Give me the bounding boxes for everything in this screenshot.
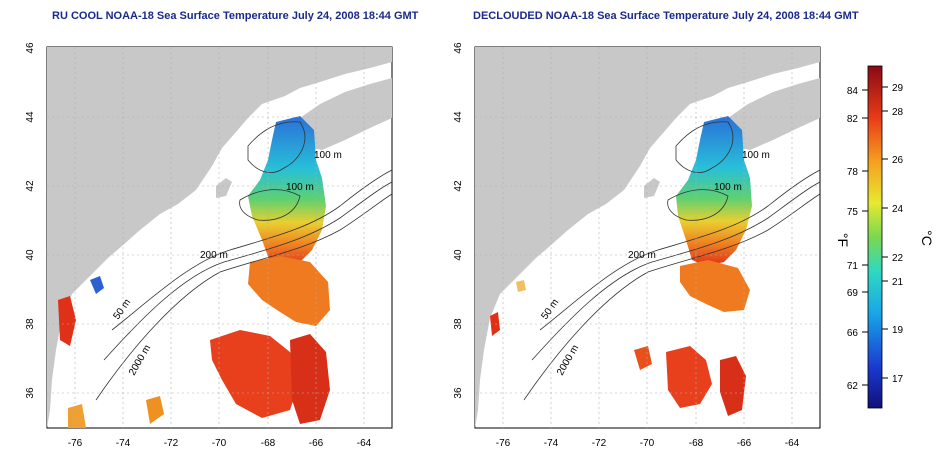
- colorbar-f-tick: 75: [847, 207, 859, 218]
- colorbar-c-tick: 21: [892, 277, 904, 288]
- right-lon-axis: -76 -74 -72 -70 -68 -66 -64: [496, 438, 800, 449]
- right-nova-scotia: [728, 78, 820, 150]
- left-contour-label-100m-a: 100 m: [314, 150, 342, 161]
- colorbar-c-tick: 22: [892, 253, 904, 264]
- left-cape-cod: [216, 178, 232, 198]
- colorbar-celsius-label: °C: [919, 230, 935, 246]
- colorbar-f-tick: 82: [847, 114, 859, 125]
- left-lon-tick: -70: [212, 438, 227, 449]
- right-lat-axis: 46 44 42 40 38 36: [453, 42, 464, 399]
- left-sst-coastal: [58, 296, 76, 346]
- colorbar-f-tick: 62: [847, 381, 859, 392]
- colorbar-fahrenheit-ticks: 84 82 78 75 71 69 66 62: [847, 86, 868, 392]
- colorbar-c-tick: 26: [892, 155, 904, 166]
- right-contour-label-100m-b: 100 m: [714, 182, 742, 193]
- right-lon-tick: -64: [785, 438, 800, 449]
- left-contour-label-100m-b: 100 m: [286, 182, 314, 193]
- left-sst-gulf-of-maine: [248, 116, 326, 268]
- colorbar: 84 82 78 75 71 69 66 62 29 28 26 24: [835, 65, 935, 409]
- right-sst-small: [634, 346, 652, 370]
- right-bathymetry-contours: [523, 121, 820, 401]
- right-map-panel: 100 m 100 m 200 m 50 m 2000 m -76 -74 -7…: [453, 42, 821, 449]
- left-lat-tick: 38: [25, 318, 36, 330]
- left-lat-tick: 44: [25, 111, 36, 123]
- right-contour-label-200m: 200 m: [628, 250, 656, 261]
- left-lat-axis: 46 44 42 40 38 36: [25, 42, 36, 399]
- right-land-mass: [475, 47, 820, 428]
- right-lon-tick: -70: [640, 438, 655, 449]
- right-contour-label-100m-a: 100 m: [742, 150, 770, 161]
- left-lon-tick: -68: [261, 438, 276, 449]
- left-sst-bottom-left: [68, 404, 86, 428]
- right-lat-tick: 44: [453, 111, 464, 123]
- right-lon-tick: -68: [689, 438, 704, 449]
- right-lat-tick: 38: [453, 318, 464, 330]
- colorbar-c-tick: 29: [892, 83, 904, 94]
- left-bathymetry-contours: [95, 121, 392, 401]
- left-lon-tick: -72: [164, 438, 179, 449]
- left-panel-title: RU COOL NOAA-18 Sea Surface Temperature …: [52, 10, 419, 22]
- left-lat-tick: 36: [25, 387, 36, 399]
- right-cape-cod: [644, 178, 660, 198]
- right-lon-tick: -72: [592, 438, 607, 449]
- left-sst-south-2: [290, 334, 330, 424]
- colorbar-c-tick: 24: [892, 204, 904, 215]
- right-lat-tick: 46: [453, 42, 464, 54]
- right-lat-tick: 36: [453, 387, 464, 399]
- left-nova-scotia: [300, 78, 392, 150]
- colorbar-fahrenheit-label: °F: [835, 233, 851, 247]
- left-lat-tick: 42: [25, 180, 36, 192]
- right-panel-title: DECLOUDED NOAA-18 Sea Surface Temperatur…: [473, 10, 859, 22]
- left-lon-tick: -74: [116, 438, 131, 449]
- right-gridlines: [475, 47, 820, 428]
- left-contour-label-200m: 200 m: [200, 250, 228, 261]
- left-sst-south-1: [210, 330, 300, 418]
- colorbar-f-tick: 66: [847, 328, 859, 339]
- left-sst-chesapeake: [90, 276, 104, 294]
- left-lon-tick: -76: [68, 438, 83, 449]
- left-lon-tick: -64: [357, 438, 372, 449]
- colorbar-f-tick: 84: [847, 86, 859, 97]
- left-lat-tick: 46: [25, 42, 36, 54]
- colorbar-f-tick: 78: [847, 167, 859, 178]
- left-land-mass: [47, 47, 392, 428]
- left-sst-small: [146, 396, 164, 424]
- left-gridlines: [47, 47, 392, 428]
- colorbar-gradient: [867, 65, 883, 409]
- left-lon-axis: -76 -74 -72 -70 -68 -66 -64: [68, 438, 372, 449]
- right-lon-tick: -66: [737, 438, 752, 449]
- left-sst-warm-band: [248, 256, 330, 326]
- right-sst-chesapeake: [516, 280, 526, 292]
- left-lon-tick: -66: [309, 438, 324, 449]
- colorbar-c-tick: 28: [892, 107, 904, 118]
- colorbar-celsius-ticks: 29 28 26 24 22 21 19 17: [882, 83, 904, 385]
- colorbar-f-tick: 69: [847, 288, 859, 299]
- colorbar-f-tick: 71: [847, 261, 859, 272]
- right-sst-south-1: [666, 346, 712, 408]
- right-lon-tick: -74: [544, 438, 559, 449]
- right-lon-tick: -76: [496, 438, 511, 449]
- left-lat-tick: 40: [25, 249, 36, 261]
- colorbar-c-tick: 17: [892, 374, 904, 385]
- right-lat-tick: 40: [453, 249, 464, 261]
- right-lat-tick: 42: [453, 180, 464, 192]
- colorbar-c-tick: 19: [892, 325, 904, 336]
- right-sst-warm-band: [680, 260, 750, 312]
- left-map-panel: 100 m 100 m 200 m 50 m 2000 m -76 -74 -7…: [25, 42, 393, 449]
- right-sst-south-2: [720, 356, 746, 416]
